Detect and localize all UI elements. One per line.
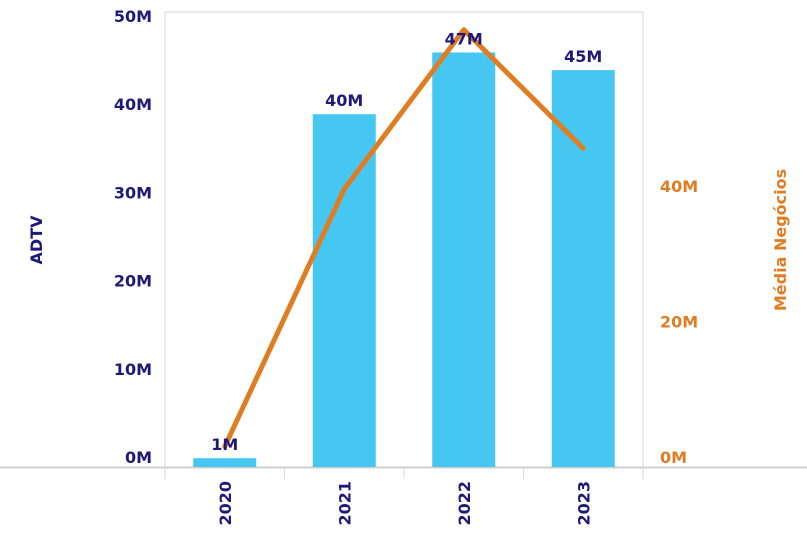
data-label-2023: 45M bbox=[564, 47, 602, 66]
right-tick-label: 40M bbox=[660, 177, 698, 196]
left-tick-label: 10M bbox=[114, 360, 152, 379]
data-label-2021: 40M bbox=[325, 91, 363, 110]
x-tick-label-2023: 2023 bbox=[574, 481, 593, 526]
line-series bbox=[222, 27, 586, 450]
axis-titles: ADTV Média Negócios bbox=[27, 169, 790, 311]
left-tick-label: 30M bbox=[114, 183, 152, 202]
data-labels: 1M 40M 47M 45M bbox=[211, 29, 602, 454]
line-media-negocios bbox=[222, 27, 586, 450]
chart-frame bbox=[0, 11, 807, 479]
bar-2022 bbox=[432, 52, 496, 468]
bar-2023 bbox=[551, 70, 615, 467]
right-axis-title: Média Negócios bbox=[771, 169, 790, 311]
data-label-2020: 1M bbox=[211, 435, 238, 454]
left-tick-label: 20M bbox=[114, 272, 152, 291]
x-axis-ticks: 2020 2021 2022 2023 bbox=[216, 481, 594, 526]
left-tick-label: 40M bbox=[114, 95, 152, 114]
bar-2021 bbox=[312, 114, 376, 467]
x-tick-label-2021: 2021 bbox=[335, 481, 354, 526]
left-axis-title: ADTV bbox=[27, 215, 46, 265]
right-axis-ticks: 0M 20M 40M bbox=[660, 177, 698, 467]
data-label-2022: 47M bbox=[445, 29, 483, 48]
right-tick-label: 0M bbox=[660, 448, 687, 467]
bar-2020 bbox=[193, 458, 257, 467]
left-tick-label: 0M bbox=[125, 448, 152, 467]
bar-series bbox=[193, 52, 615, 468]
right-tick-label: 20M bbox=[660, 312, 698, 331]
x-tick-label-2020: 2020 bbox=[216, 481, 235, 526]
left-tick-label: 50M bbox=[114, 7, 152, 26]
x-tick-label-2022: 2022 bbox=[455, 481, 474, 526]
left-axis-ticks: 0M 10M 20M 30M 40M 50M bbox=[114, 7, 152, 467]
